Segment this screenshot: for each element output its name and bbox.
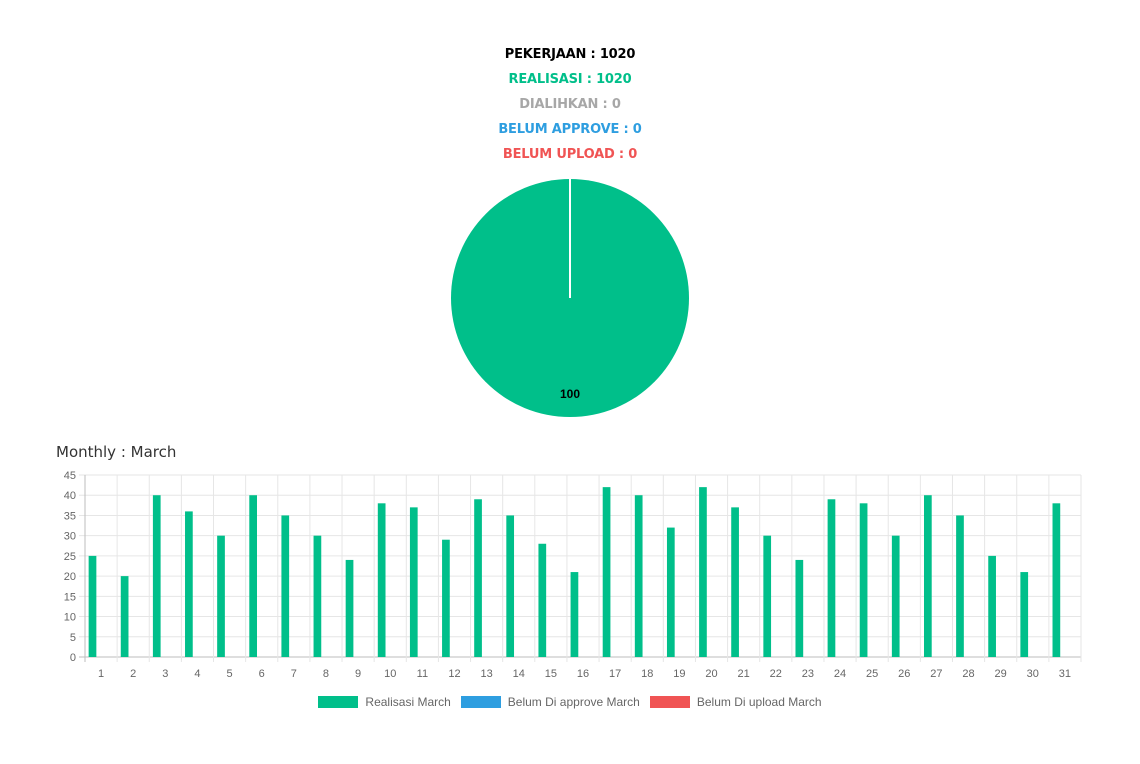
- bar-realisasi-23[interactable]: [795, 559, 804, 657]
- bar-realisasi-22[interactable]: [763, 535, 772, 657]
- legend-swatch-belum-approve: [460, 696, 501, 708]
- x-tick-label: 11: [417, 668, 428, 680]
- legend-label-belum-upload: Belum Di upload March: [696, 695, 822, 709]
- x-tick-label: 30: [1027, 668, 1039, 680]
- x-tick-label: 10: [384, 668, 396, 680]
- x-tick-label: 16: [577, 668, 589, 680]
- bar-realisasi-20[interactable]: [699, 487, 707, 657]
- legend-item-belum-upload[interactable]: Belum Di upload March: [649, 695, 822, 709]
- bar-realisasi-14[interactable]: [506, 515, 515, 657]
- y-tick-label: 40: [64, 490, 76, 502]
- x-tick-label: 18: [641, 668, 653, 680]
- x-tick-label: 8: [323, 668, 329, 680]
- x-tick-label: 14: [513, 668, 525, 680]
- bar-realisasi-16[interactable]: [570, 572, 579, 657]
- x-tick-label: 17: [609, 668, 621, 680]
- x-tick-label: 22: [770, 668, 782, 680]
- y-tick-label: 30: [64, 531, 76, 543]
- bar-realisasi-9[interactable]: [345, 559, 354, 657]
- x-tick-label: 4: [194, 668, 200, 680]
- y-tick-label: 45: [64, 470, 76, 482]
- x-tick-label: 9: [355, 668, 361, 680]
- stat-dialihkan: DIALIHKAN : 0: [519, 97, 621, 112]
- x-tick-label: 5: [227, 668, 233, 680]
- x-tick-label: 23: [802, 668, 814, 680]
- bar-realisasi-8[interactable]: [313, 535, 322, 657]
- bar-realisasi-3[interactable]: [152, 495, 161, 657]
- x-tick-label: 12: [448, 668, 460, 680]
- pie-data-label: 100: [560, 387, 580, 401]
- bar-realisasi-13[interactable]: [474, 499, 482, 657]
- x-tick-label: 3: [162, 668, 168, 680]
- x-tick-label: 25: [866, 668, 878, 680]
- pie-chart: 100: [451, 179, 689, 417]
- stat-belum-upload: BELUM UPLOAD : 0: [502, 147, 638, 162]
- bar-realisasi-15[interactable]: [538, 543, 547, 657]
- y-tick-label: 15: [64, 591, 76, 603]
- x-tick-label: 15: [545, 668, 557, 680]
- bar-realisasi-7[interactable]: [281, 515, 290, 657]
- bar-realisasi-1[interactable]: [88, 555, 97, 657]
- x-tick-label: 6: [259, 668, 265, 680]
- x-tick-label: 27: [930, 668, 942, 680]
- x-tick-label: 24: [834, 668, 846, 680]
- bar-realisasi-21[interactable]: [731, 507, 739, 657]
- legend-item-realisasi[interactable]: Realisasi March: [318, 695, 451, 709]
- stat-pekerjaan: PEKERJAAN : 1020: [504, 47, 636, 62]
- bar-realisasi-24[interactable]: [827, 499, 836, 657]
- legend-item-belum-approve[interactable]: Belum Di approve March: [460, 695, 640, 709]
- y-tick-label: 35: [64, 510, 76, 522]
- monthly-title: Monthly : March: [56, 443, 177, 461]
- x-tick-label: 28: [962, 668, 974, 680]
- bar-realisasi-10[interactable]: [377, 503, 386, 657]
- y-tick-label: 25: [64, 551, 76, 563]
- stat-realisasi: REALISASI : 1020: [508, 72, 632, 87]
- x-tick-label: 31: [1059, 668, 1071, 680]
- summary-stats: PEKERJAAN : 1020 REALISASI : 1020 DIALIH…: [0, 42, 1140, 167]
- bar-realisasi-28[interactable]: [956, 515, 964, 657]
- legend-swatch-realisasi: [318, 696, 359, 708]
- bar-realisasi-18[interactable]: [634, 495, 643, 657]
- y-tick-label: 10: [64, 612, 76, 624]
- bar-realisasi-11[interactable]: [409, 507, 418, 657]
- x-tick-label: 2: [130, 668, 136, 680]
- bar-realisasi-6[interactable]: [249, 495, 257, 657]
- bar-realisasi-5[interactable]: [217, 535, 225, 657]
- x-tick-label: 26: [898, 668, 910, 680]
- bar-realisasi-27[interactable]: [923, 495, 932, 657]
- x-tick-label: 13: [480, 668, 492, 680]
- y-tick-label: 5: [70, 632, 76, 644]
- bar-realisasi-12[interactable]: [442, 539, 450, 657]
- x-tick-label: 19: [673, 668, 685, 680]
- bar-realisasi-19[interactable]: [666, 527, 675, 657]
- x-tick-label: 29: [995, 668, 1007, 680]
- x-tick-label: 21: [738, 668, 750, 680]
- x-tick-label: 1: [98, 668, 104, 680]
- x-tick-label: 7: [291, 668, 297, 680]
- bar-realisasi-2[interactable]: [120, 576, 129, 657]
- x-tick-label: 20: [705, 668, 717, 680]
- stat-belum-approve: BELUM APPROVE : 0: [498, 122, 642, 137]
- y-tick-label: 0: [70, 652, 76, 664]
- y-tick-label: 20: [64, 571, 76, 583]
- bar-realisasi-31[interactable]: [1052, 503, 1061, 657]
- bar-realisasi-25[interactable]: [859, 503, 868, 657]
- bar-realisasi-17[interactable]: [602, 487, 611, 657]
- bar-realisasi-30[interactable]: [1020, 572, 1029, 657]
- bar-realisasi-29[interactable]: [988, 555, 996, 657]
- legend-label-realisasi: Realisasi March: [365, 695, 451, 709]
- bar-realisasi-26[interactable]: [891, 535, 900, 657]
- legend-swatch-belum-upload: [649, 696, 690, 708]
- bar-realisasi-4[interactable]: [185, 511, 193, 657]
- bar-legend: Realisasi March Belum Di approve March B…: [0, 695, 1140, 709]
- legend-label-belum-approve: Belum Di approve March: [507, 695, 640, 709]
